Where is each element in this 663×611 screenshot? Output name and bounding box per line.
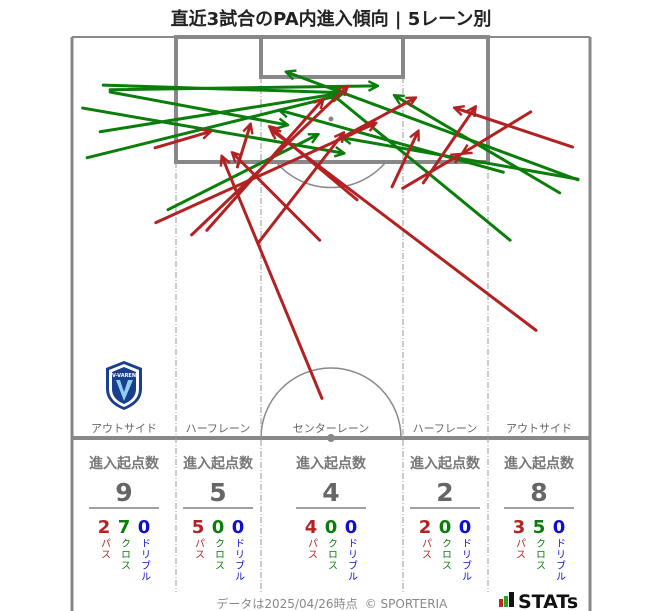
center-spot [327,434,335,442]
cross-arrow [108,90,287,125]
lane-label: ハーフレーン [186,422,251,435]
pass-arrow [222,157,324,400]
lane-stats: アウトサイド進入起点数92パス7クロス0ドリブルハーフレーン進入起点数55パス0… [89,422,575,582]
cross-arrow [108,86,377,90]
penalty-arc [275,161,387,189]
pass-arrow [205,100,323,232]
penalty-spot [328,116,334,122]
cross-arrow [343,138,580,181]
pass-arrow [272,130,538,332]
cross-label: クロス [119,538,130,571]
pass-arrow [455,108,575,149]
dribble-count: 0 [553,517,566,538]
lane-label: ハーフレーン [413,422,478,435]
pass-count: 2 [419,517,432,538]
cross-label: クロス [534,538,545,571]
entry-count: 4 [322,478,339,507]
entry-count-header: 進入起点数 [89,455,160,472]
dribble-label: ドリブル [554,538,566,582]
entry-count-header: 進入起点数 [504,455,575,472]
cross-arrow [101,83,343,93]
stats-logo: STATs [499,591,578,611]
dribble-label: ドリブル [233,538,245,582]
pass-count: 2 [98,517,111,538]
cross-count: 0 [439,517,452,538]
pass-label: パス [193,538,205,560]
cross-count: 7 [118,517,131,538]
pass-label: パス [514,538,526,560]
pass-label: パス [420,538,432,560]
dribble-label: ドリブル [460,538,472,582]
svg-text:V-VAREN: V-VAREN [112,373,136,379]
page-title: 直近3試合のPA内進入傾向 | 5レーン別 [171,8,492,30]
entry-arrows [81,72,580,400]
dribble-label: ドリブル [139,538,151,582]
cross-count: 5 [533,517,546,538]
team-logo: V-VAREN [106,361,142,410]
lane-label: アウトサイド [91,422,157,435]
dribble-label: ドリブル [346,538,358,582]
cross-label: クロス [326,538,337,571]
cross-count: 0 [325,517,338,538]
entry-count: 9 [115,478,132,507]
cross-label: クロス [440,538,451,571]
entry-count-header: 進入起点数 [296,455,367,472]
entry-count-header: 進入起点数 [410,455,481,472]
goal-area [259,35,405,79]
pass-count: 3 [513,517,526,538]
pass-arrow [335,98,415,142]
entry-count: 2 [436,478,453,507]
entry-count-header: 進入起点数 [183,455,254,472]
pass-count: 4 [305,517,318,538]
cross-arrow [98,93,343,134]
dribble-count: 0 [138,517,151,538]
cross-arrow [85,95,340,160]
pass-label: パス [99,538,111,560]
dribble-count: 0 [345,517,358,538]
pass-label: パス [306,538,318,560]
cross-arrow [287,72,580,182]
dribble-count: 0 [459,517,472,538]
data-date-note: データは2025/04/26時点 [216,596,357,611]
cross-arrow [330,93,512,242]
pass-arrow [463,110,533,153]
center-circle [260,367,402,439]
pass-count: 5 [192,517,205,538]
cross-label: クロス [213,538,224,571]
pass-arrow [153,132,210,150]
lane-label: センターレーン [293,422,369,435]
stats-brand: STATs [518,591,578,611]
copyright: © SPORTERIA [365,597,448,611]
entry-count: 5 [209,478,226,507]
lane-label: アウトサイド [506,422,572,435]
cross-count: 0 [212,517,225,538]
pass-arrow [390,132,418,189]
pass-arrow [256,133,343,245]
pass-arrow [233,153,322,242]
dribble-count: 0 [232,517,245,538]
entry-count: 8 [530,478,547,507]
pass-arrow [421,107,475,185]
